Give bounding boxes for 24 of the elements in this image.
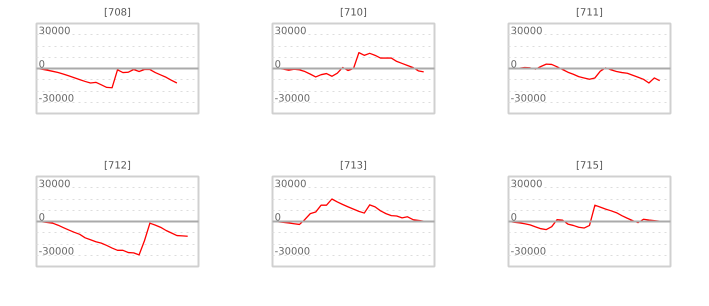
y-tick-label: -30000 (38, 246, 74, 258)
y-tick-label: 30000 (510, 26, 542, 37)
y-tick-label: 30000 (274, 178, 306, 190)
y-tick-label: 0 (510, 212, 518, 224)
y-tick-label: 0 (38, 60, 46, 70)
y-tick-label: 0 (38, 212, 46, 224)
y-tick-label: 30000 (274, 26, 306, 37)
y-tick-label: -30000 (274, 93, 310, 104)
chart-title: [715] (576, 160, 604, 172)
y-tick-label: 30000 (38, 178, 70, 190)
chart-title: [713] (340, 160, 368, 172)
chart-title: [708] (104, 8, 132, 18)
y-tick-label: 0 (274, 212, 282, 224)
y-tick-label: 30000 (38, 26, 70, 37)
y-tick-label: 30000 (510, 178, 542, 190)
chart-title: [711] (576, 8, 604, 18)
y-tick-label: 0 (510, 60, 518, 70)
y-tick-label: 0 (274, 60, 282, 70)
chart-title: [712] (104, 160, 132, 172)
y-tick-label: -30000 (274, 246, 310, 258)
y-tick-label: -30000 (38, 93, 74, 104)
y-tick-label: -30000 (510, 246, 546, 258)
y-tick-label: -30000 (510, 93, 546, 104)
chart-title: [710] (340, 8, 368, 18)
